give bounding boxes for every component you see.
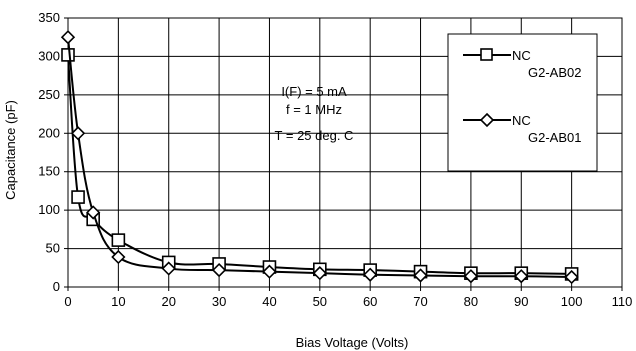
x-tick-label: 10 [111, 294, 125, 309]
y-tick-label: 50 [46, 241, 60, 256]
x-tick-label: 30 [212, 294, 226, 309]
y-tick-label: 350 [38, 10, 60, 25]
annotation-line-3: T = 25 deg. C [275, 128, 354, 143]
y-tick-labels: 0 50 100 150 200 250 300 350 [38, 10, 68, 294]
data-point-diamond [211, 262, 227, 278]
data-point-diamond [70, 126, 86, 141]
x-tick-label: 40 [262, 294, 276, 309]
legend-label-g2-ab02-line2: G2-AB02 [528, 65, 581, 80]
y-tick-label: 300 [38, 48, 60, 63]
legend-entry-g2-ab01: NC G2-AB01 [463, 112, 581, 145]
y-tick-label: 200 [38, 125, 60, 140]
data-point-diamond [262, 264, 277, 279]
annotation-box: I(F) = 5 mA f = 1 MHz T = 25 deg. C [275, 84, 354, 143]
y-tick-label: 150 [38, 164, 60, 179]
y-tick-label: 100 [38, 202, 60, 217]
data-point-diamond [514, 269, 529, 284]
x-axis-title: Bias Voltage (Volts) [296, 335, 409, 350]
data-point-diamond [312, 266, 327, 281]
y-tick-label: 250 [38, 87, 60, 102]
legend: NC G2-AB02 NC G2-AB01 [447, 33, 598, 172]
legend-label-g2-ab01-line2: G2-AB01 [528, 130, 581, 145]
x-tick-label: 60 [363, 294, 377, 309]
legend-box [447, 33, 598, 172]
plot-frame [67, 17, 623, 288]
x-tick-label: 90 [514, 294, 528, 309]
data-point-diamond [60, 30, 76, 45]
x-tick-label: 110 [612, 294, 633, 309]
legend-diamond-marker-icon [479, 112, 495, 128]
annotation-line-2: f = 1 MHz [286, 102, 342, 117]
y-axis-title: Capacitance (pF) [3, 100, 18, 200]
legend-label-g2-ab01-line1: NC [512, 113, 531, 128]
data-point-square [61, 48, 75, 62]
y-tick-label: 0 [53, 279, 60, 294]
data-point-diamond [161, 261, 176, 276]
x-tick-label: 20 [161, 294, 175, 309]
annotation-line-1: I(F) = 5 mA [281, 84, 347, 99]
legend-label-g2-ab02-line1: NC [512, 48, 531, 63]
legend-entry-g2-ab02: NC G2-AB02 [463, 48, 581, 80]
x-tick-label: 100 [561, 294, 583, 309]
data-point-diamond [86, 205, 101, 220]
x-tick-label: 70 [413, 294, 427, 309]
x-tick-label: 80 [464, 294, 478, 309]
data-point-square [111, 233, 126, 247]
series-group [60, 30, 579, 285]
x-tick-label: 0 [64, 294, 71, 309]
data-point-diamond [111, 249, 126, 265]
data-point-diamond [413, 268, 428, 283]
x-tick-label: 50 [313, 294, 327, 309]
legend-square-marker-icon [480, 48, 493, 61]
x-tick-labels: 0 10 20 30 40 50 60 70 80 90 100 110 [64, 287, 632, 309]
data-point-diamond [564, 269, 579, 285]
data-point-diamond [463, 269, 479, 284]
data-point-diamond [363, 267, 378, 282]
data-point-square [71, 190, 85, 204]
